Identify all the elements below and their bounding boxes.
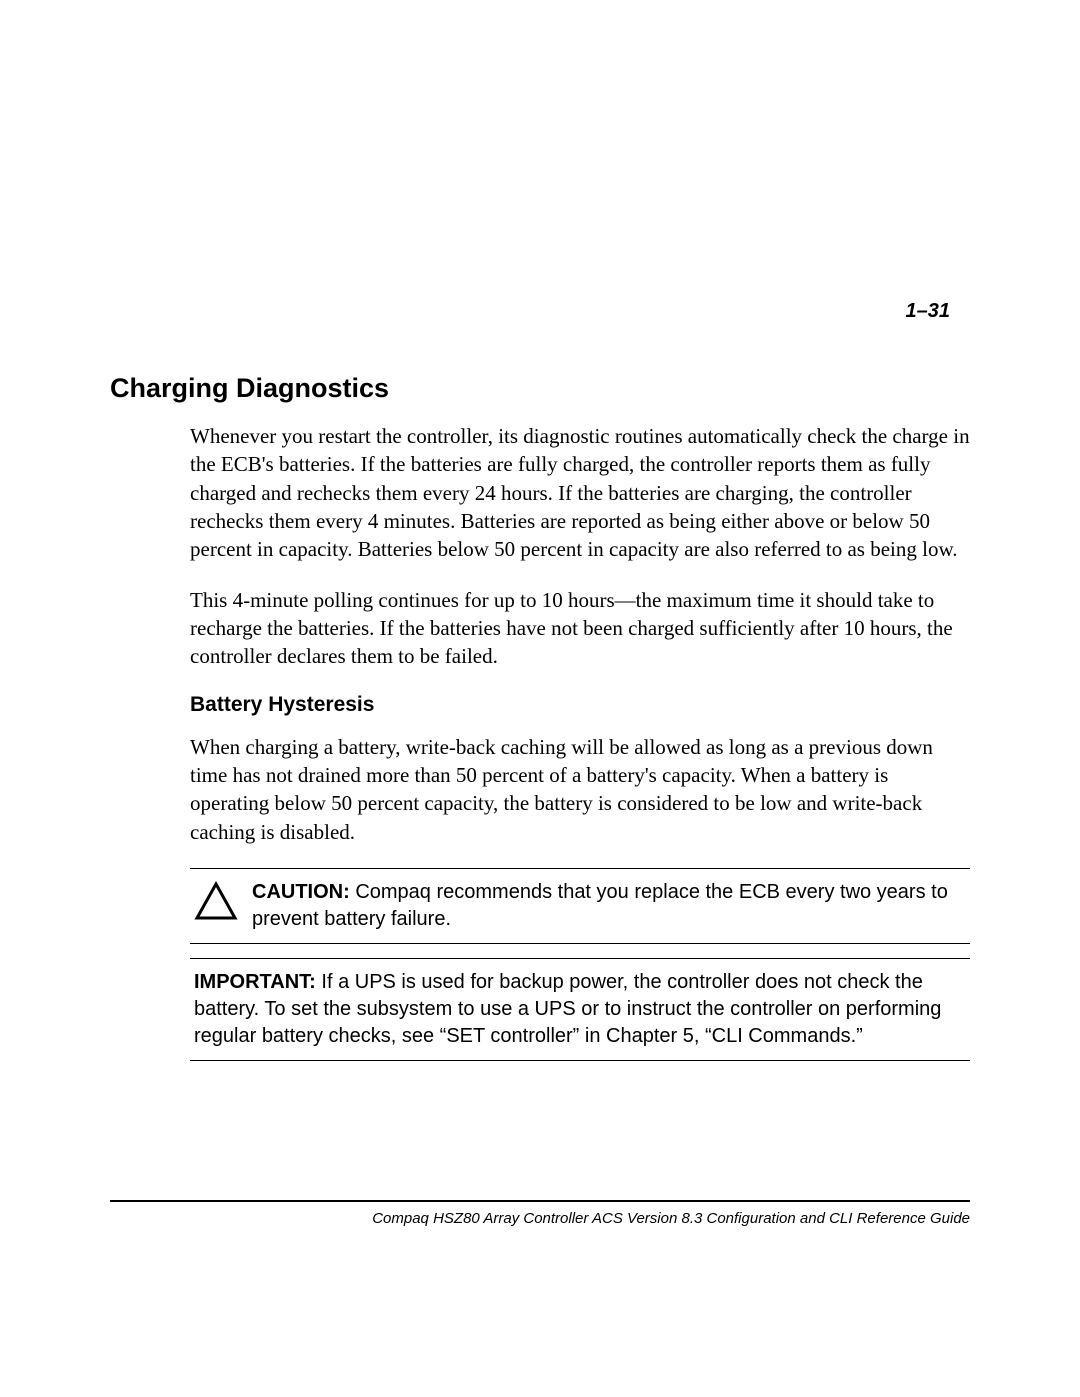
page-footer: Compaq HSZ80 Array Controller ACS Versio… <box>110 1200 970 1227</box>
caution-label: CAUTION: <box>252 881 350 903</box>
paragraph-3: When charging a battery, write-back cach… <box>190 733 970 846</box>
caution-triangle-icon <box>194 881 238 921</box>
caution-text-wrapper: CAUTION: Compaq recommends that you repl… <box>252 879 966 933</box>
caution-body: Compaq recommends that you replace the E… <box>252 881 948 930</box>
paragraph-1: Whenever you restart the controller, its… <box>190 422 970 564</box>
section-title: Charging Diagnostics <box>110 373 970 404</box>
page-content: 1–31 Charging Diagnostics Whenever you r… <box>110 300 970 1061</box>
important-label: IMPORTANT: <box>194 971 316 993</box>
important-box: IMPORTANT: If a UPS is used for backup p… <box>190 958 970 1061</box>
paragraph-2: This 4-minute polling continues for up t… <box>190 586 970 671</box>
subsection-title: Battery Hysteresis <box>190 693 970 717</box>
footer-text: Compaq HSZ80 Array Controller ACS Versio… <box>372 1210 970 1227</box>
page-number: 1–31 <box>110 300 970 323</box>
caution-box: CAUTION: Compaq recommends that you repl… <box>190 868 970 944</box>
